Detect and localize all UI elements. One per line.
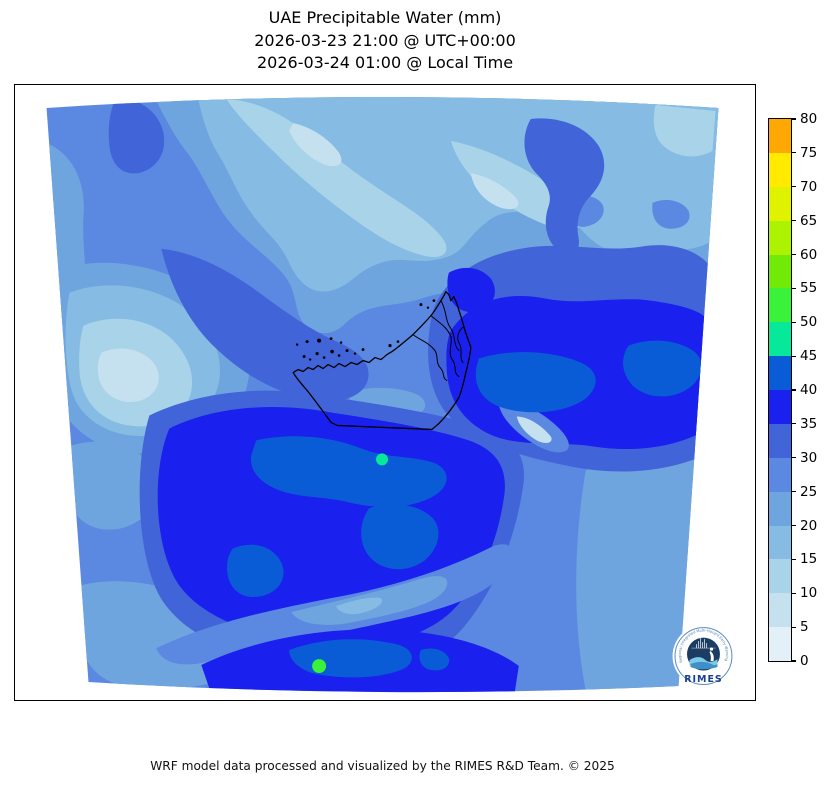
colorbar-cell-70-75 [769,152,791,187]
colorbar-tick-label-40: 40 [800,382,818,398]
colorbar-tick [792,389,796,391]
title-line-utc: 2026-03-23 21:00 @ UTC+00:00 [254,30,516,50]
colorbar-tick-label-70: 70 [800,178,818,195]
colorbar-tick-label-55: 55 [800,280,818,297]
map-axes: Regional Integrated Multi-Hazard Early W… [14,84,756,701]
colorbar-tick-label-25: 25 [800,483,818,500]
map-marker-lime [312,659,327,674]
colorbar-cell-40-45 [769,356,791,390]
colorbar-tick-label-30: 30 [800,449,818,466]
colorbar-tick-label-0: 0 [800,653,809,669]
colorbar-tick-label-15: 15 [800,551,818,568]
colorbar-tick-label-5: 5 [800,619,809,636]
contour-field [46,96,719,693]
colorbar-tick [792,660,796,662]
colorbar-tick-label-75: 75 [800,144,818,161]
colorbar-tick-label-80: 80 [800,111,818,127]
colorbar-tick [792,457,796,459]
colorbar-ticks: 0 5 10 15 20 25 30 35 40 45 50 55 60 65 70 75 80 [769,111,817,669]
uae-coastline [292,291,472,431]
precipitable-water-map: Regional Integrated Multi-Hazard Early W… [15,85,735,693]
marker-layer [312,453,388,674]
colorbar-tick [792,220,796,222]
colorbar-cell-0-5 [769,627,791,661]
colorbar-tick [792,355,796,357]
colorbar-cells [769,119,791,661]
colorbar-tick-label-20: 20 [800,517,818,534]
colorbar-tick [792,152,796,154]
colorbar-tick [792,524,796,527]
wave-icon-2 [690,661,718,670]
colorbar-cell-50-55 [769,288,791,323]
colorbar-cell-10-15 [769,559,791,594]
colorbar-tick [792,423,796,425]
colorbar-tick-label-50: 50 [800,314,818,331]
seismograph-icon [691,638,716,649]
colorbar-cell-45-50 [769,322,791,357]
title-line-1: UAE Precipitable Water (mm) [268,8,502,27]
colorbar-cell-15-20 [769,525,791,560]
footer-credit: WRF model data processed and visualized … [150,759,615,773]
colorbar-tick [792,287,796,289]
colorbar-tick-label-65: 65 [800,212,818,229]
logo-figure [709,651,714,662]
colorbar-tick [792,253,796,256]
colorbar-cell-20-25 [769,491,791,526]
colorbar-tick [792,186,796,188]
colorbar-tick [792,118,796,120]
figure-title: UAE Precipitable Water (mm) 2026-03-23 2… [14,7,756,75]
colorbar-tick [792,321,796,323]
colorbar-tick [792,626,796,628]
colorbar-cell-5-10 [769,593,791,628]
rimes-logo-label: RIMES [684,674,723,685]
colorbar-cell-60-65 [769,220,791,255]
colorbar-tick-label-60: 60 [800,246,818,263]
title-line-local: 2026-03-24 01:00 @ Local Time [256,53,514,72]
colorbar-tick [792,558,796,560]
colorbar: 0 5 10 15 20 25 30 35 40 45 50 55 60 65 70 75 80 [768,111,817,669]
island-dots [295,299,436,361]
colorbar-cell-25-30 [769,457,791,492]
colorbar-cell-75-80 [769,119,791,153]
colorbar-tick-label-45: 45 [800,348,818,365]
colorbar-cell-65-70 [769,186,791,221]
colorbar-tick-label-35: 35 [800,415,818,432]
logo-figure-head [709,647,714,651]
colorbar-cell-35-40 [769,390,791,424]
colorbar-tick [792,491,796,493]
colorbar-cell-30-35 [769,423,791,458]
colorbar-tick [792,592,796,594]
colorbar-tick-label-10: 10 [800,585,818,602]
colorbar-cell-55-60 [769,254,791,289]
map-marker-mint [376,453,388,466]
